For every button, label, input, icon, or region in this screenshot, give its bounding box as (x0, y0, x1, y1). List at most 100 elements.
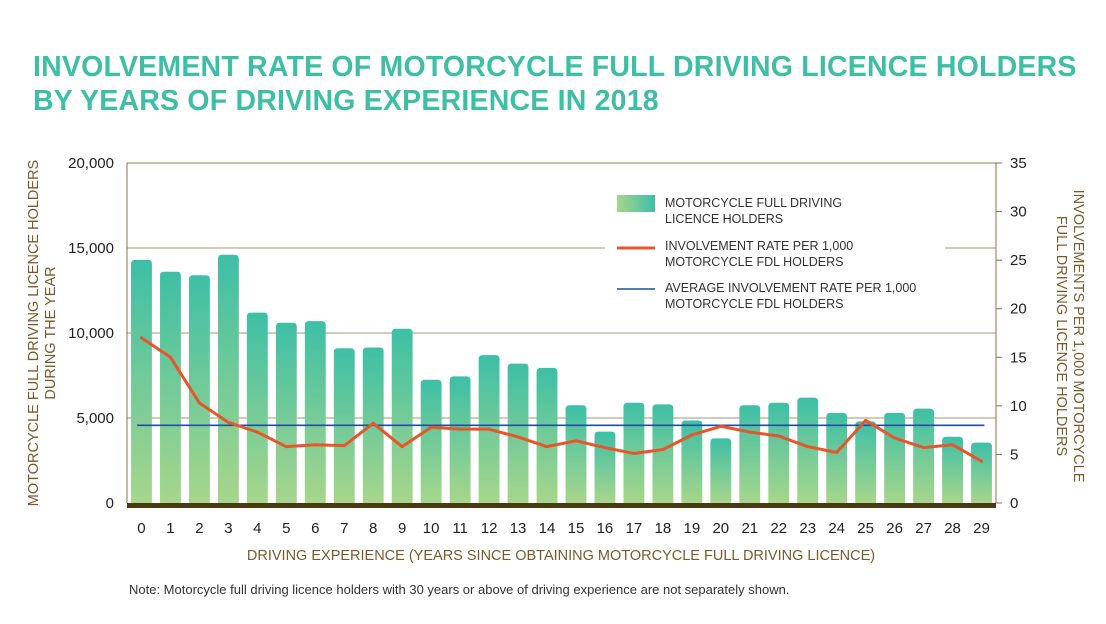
lines (137, 336, 985, 463)
x-tick-label-14: 14 (539, 520, 556, 537)
y-left-tick-label: 10,000 (68, 325, 114, 342)
rate-point-21 (748, 430, 752, 434)
x-tick-label-22: 22 (770, 520, 787, 537)
rate-point-22 (777, 434, 781, 438)
x-tick-label-7: 7 (340, 520, 348, 537)
rate-point-26 (893, 436, 897, 440)
x-tick-label-9: 9 (398, 520, 406, 537)
x-tick-label-26: 26 (886, 520, 903, 537)
bar-4 (246, 312, 268, 503)
x-tick-label-23: 23 (799, 520, 816, 537)
bar-11 (449, 376, 471, 503)
footnote: Note: Motorcycle full driving licence ho… (129, 582, 790, 597)
y-right-axis-title-line: FULL DRIVING LICENCE HOLDERS (1053, 216, 1069, 456)
rate-point-16 (603, 446, 607, 450)
bar-10 (420, 379, 442, 503)
y-right-axis-title-line: INVOLVEMENTS PER 1,000 MOTORCYCLE (1070, 190, 1086, 483)
bar-23 (797, 397, 819, 503)
x-tick-label-16: 16 (597, 520, 614, 537)
bar-26 (884, 412, 906, 503)
bar-21 (739, 405, 761, 503)
bar-20 (710, 438, 732, 503)
y-left-tick-label: 20,000 (68, 155, 114, 172)
x-tick-label-5: 5 (282, 520, 290, 537)
bar-1 (160, 271, 181, 503)
y-right-tick-label: 10 (1010, 398, 1027, 415)
rate-point-20 (719, 424, 723, 428)
rate-point-14 (545, 445, 549, 449)
rate-point-7 (342, 444, 346, 448)
y-right-tick-label: 15 (1010, 349, 1027, 366)
bar-24 (826, 412, 848, 503)
y-right-tick-label: 5 (1010, 446, 1018, 463)
legend-label-1: INVOLVEMENT RATE PER 1,000 (665, 239, 853, 253)
bar-29 (971, 442, 992, 503)
y-left-axis-title-line: MOTORCYCLE FULL DRIVING LICENCE HOLDERS (26, 160, 42, 506)
y-right-tick-label: 0 (1010, 495, 1018, 512)
x-tick-label-24: 24 (828, 520, 845, 537)
x-tick-label-11: 11 (452, 520, 468, 537)
rate-point-29 (980, 459, 984, 463)
legend-label-2: MOTORCYCLE FDL HOLDERS (665, 297, 844, 311)
rate-point-24 (835, 450, 839, 454)
legend-label-2: AVERAGE INVOLVEMENT RATE PER 1,000 (665, 281, 916, 295)
y-left-tick-label: 15,000 (68, 240, 114, 257)
bar-13 (507, 363, 529, 503)
bar-19 (681, 420, 703, 503)
rate-point-12 (487, 427, 491, 431)
x-tick-label-15: 15 (568, 520, 585, 537)
x-tick-label-20: 20 (712, 520, 729, 537)
y-right-tick-label: 30 (1010, 204, 1027, 221)
rate-point-10 (429, 425, 433, 429)
x-tick-label-8: 8 (369, 520, 377, 537)
y-right-tick-label: 20 (1010, 301, 1027, 318)
x-tick-label-17: 17 (626, 520, 643, 537)
bar-27 (913, 408, 935, 503)
x-tick-label-3: 3 (224, 520, 232, 537)
x-axis-title: DRIVING EXPERIENCE (YEARS SINCE OBTAININ… (247, 548, 875, 564)
legend-label-0: MOTORCYCLE FULL DRIVING (665, 196, 842, 210)
bar-9 (391, 328, 413, 503)
bar-5 (275, 322, 297, 503)
y-left-axis-title: MOTORCYCLE FULL DRIVING LICENCE HOLDERS D… (26, 160, 59, 506)
chart-title-line-1: INVOLVEMENT RATE OF MOTORCYCLE FULL DRIV… (33, 51, 1077, 83)
chart-title-line-2: BY YEARS OF DRIVING EXPERIENCE IN 2018 (33, 85, 659, 117)
rate-point-28 (951, 443, 955, 447)
x-tick-label-28: 28 (944, 520, 961, 537)
rate-point-15 (574, 439, 578, 443)
rate-point-1 (168, 355, 172, 359)
x-tick-label-4: 4 (253, 520, 261, 537)
rate-point-6 (313, 443, 317, 447)
rate-point-23 (806, 445, 810, 449)
rate-point-0 (139, 336, 143, 340)
y-right-tick-label: 25 (1010, 252, 1027, 269)
x-tick-label-19: 19 (684, 520, 701, 537)
rate-point-3 (226, 420, 230, 424)
bar-14 (536, 367, 558, 503)
x-tick-label-29: 29 (973, 520, 990, 537)
bar-25 (855, 421, 877, 503)
x-tick-label-1: 1 (166, 520, 174, 537)
y-left-tick-label: 0 (106, 495, 114, 512)
bar-3 (217, 254, 239, 503)
legend: MOTORCYCLE FULL DRIVING LICENCE HOLDERS IN… (617, 195, 916, 311)
rate-point-19 (690, 433, 694, 437)
x-tick-label-13: 13 (510, 520, 527, 537)
rate-point-2 (197, 401, 201, 405)
bar-18 (652, 404, 674, 503)
x-tick-label-12: 12 (481, 520, 498, 537)
rate-point-11 (458, 427, 462, 431)
x-tick-label-2: 2 (195, 520, 203, 537)
bar-16 (594, 431, 616, 503)
rate-point-17 (632, 451, 636, 455)
involvement-rate-line (139, 336, 984, 463)
rate-point-8 (371, 421, 375, 425)
x-tick-label-18: 18 (655, 520, 672, 537)
y-left-axis-title-line: DURING THE YEAR (43, 266, 59, 399)
bar-22 (768, 402, 790, 503)
rate-point-9 (400, 445, 404, 449)
legend-label-1: MOTORCYCLE FDL HOLDERS (665, 255, 844, 269)
chart-title: INVOLVEMENT RATE OF MOTORCYCLE FULL DRIV… (33, 50, 1093, 118)
